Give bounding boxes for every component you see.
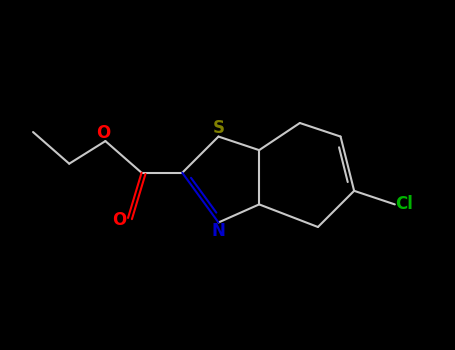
Text: S: S xyxy=(212,119,224,138)
Text: O: O xyxy=(96,124,110,142)
Text: Cl: Cl xyxy=(395,195,413,214)
Text: N: N xyxy=(212,222,225,240)
Text: O: O xyxy=(112,211,126,229)
